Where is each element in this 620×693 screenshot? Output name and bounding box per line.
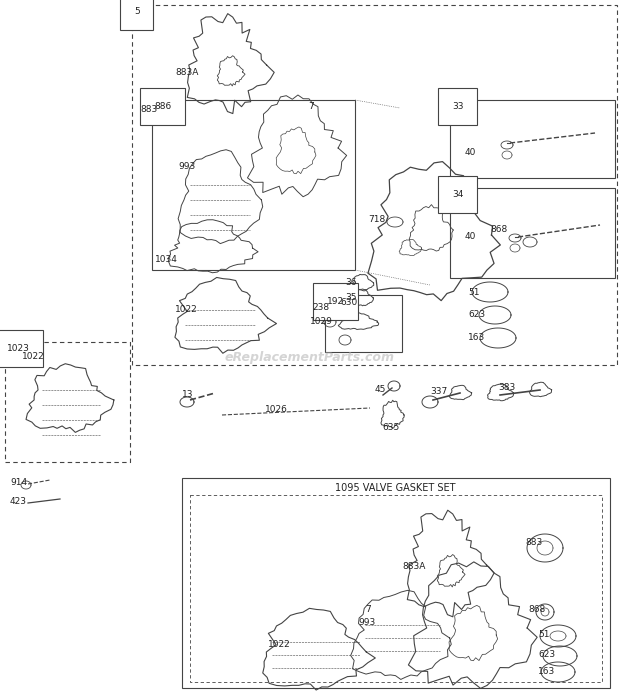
Text: 238: 238 [312,303,329,312]
Text: 630: 630 [340,298,357,307]
Text: 45: 45 [375,385,386,394]
Text: 623: 623 [538,650,555,659]
Text: 623: 623 [468,310,485,319]
Text: 883: 883 [525,538,542,547]
Text: 5: 5 [134,7,140,16]
Text: 13: 13 [182,390,193,399]
Text: 51: 51 [538,630,549,639]
Text: 1029: 1029 [310,317,333,326]
Text: eReplacementParts.com: eReplacementParts.com [225,351,395,365]
Text: 383: 383 [498,383,515,392]
Text: 883A: 883A [402,562,425,571]
Text: 163: 163 [468,333,485,342]
Text: 718: 718 [368,215,385,224]
Text: 7: 7 [365,605,371,614]
Text: 886: 886 [154,102,171,111]
Text: 40: 40 [465,232,476,241]
Text: 337: 337 [430,387,447,396]
Text: 51: 51 [468,288,479,297]
Text: 868: 868 [490,225,507,234]
Text: 163: 163 [538,667,556,676]
Text: 868: 868 [528,605,545,614]
Text: 1022: 1022 [22,352,45,361]
Text: 423: 423 [10,497,27,506]
Text: 635: 635 [382,423,399,432]
Text: 7: 7 [308,102,314,111]
Text: 1023: 1023 [7,344,30,353]
Text: 914: 914 [10,478,27,487]
Text: 35: 35 [345,293,356,302]
Text: 1095 VALVE GASKET SET: 1095 VALVE GASKET SET [335,483,455,493]
Text: 192: 192 [327,297,344,306]
Text: 1026: 1026 [265,405,288,414]
Text: 883: 883 [140,105,157,114]
Text: 1022: 1022 [268,640,291,649]
Text: 33: 33 [452,102,464,111]
Text: 993: 993 [358,618,375,627]
Text: 1022: 1022 [175,305,198,314]
Text: 883A: 883A [175,68,198,77]
Text: 993: 993 [178,162,195,171]
Text: 34: 34 [452,190,463,199]
Text: 40: 40 [465,148,476,157]
Text: 36: 36 [345,278,356,287]
Text: 1034: 1034 [155,255,178,264]
